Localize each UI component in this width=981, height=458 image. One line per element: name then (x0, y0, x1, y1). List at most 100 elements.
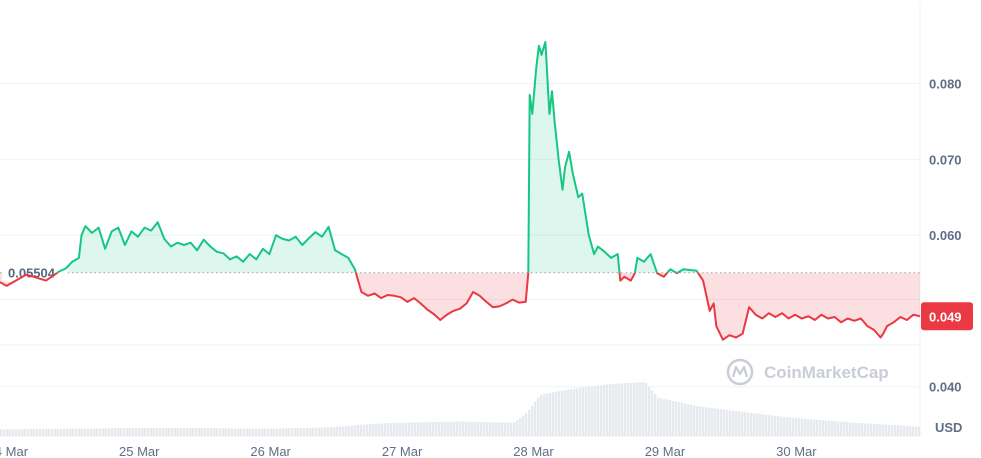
volume-bar (768, 415, 771, 436)
volume-bar (39, 429, 42, 436)
volume-bar (519, 417, 522, 436)
volume-bar (648, 386, 651, 436)
volume-bar (303, 427, 306, 436)
volume-bar (486, 422, 489, 436)
volume-bar (261, 428, 264, 436)
volume-bar (669, 400, 672, 436)
volume-bar (549, 393, 552, 436)
volume-bar (918, 426, 921, 436)
volume-bar (159, 428, 162, 436)
volume-bar (573, 388, 576, 436)
volume-bar (3, 429, 6, 436)
volume-bar (357, 425, 360, 436)
volume-bar (693, 405, 696, 436)
volume-bar (531, 405, 534, 436)
volume-bar (591, 386, 594, 436)
volume-bar (255, 428, 258, 436)
volume-bar (21, 429, 24, 436)
volume-bar (690, 404, 693, 436)
volume-bar (450, 421, 453, 436)
volume-bar (153, 428, 156, 436)
watermark-text: CoinMarketCap (764, 363, 889, 382)
volume-bar (195, 428, 198, 436)
volume-bar (186, 428, 189, 436)
volume-bar (468, 421, 471, 436)
volume-bar (885, 424, 888, 436)
x-axis: 24 Mar 25 Mar 26 Mar 27 Mar 28 Mar 29 Mar 30 M… (0, 444, 817, 458)
volume-bar (675, 401, 678, 436)
volume-bar (615, 383, 618, 436)
volume-bar (462, 421, 465, 436)
volume-bar (501, 422, 504, 436)
volume-bar (639, 382, 642, 436)
volume-bar (111, 428, 114, 436)
y-tick-label: 0.070 (929, 152, 962, 167)
volume-bar (798, 418, 801, 436)
volume-bar (621, 383, 624, 436)
volume-bar (663, 398, 666, 436)
volume-bar (903, 425, 906, 436)
volume-bar (321, 427, 324, 436)
volume-bar (585, 387, 588, 436)
volume-bar (252, 428, 255, 436)
volume-bar (879, 424, 882, 436)
volume-bar (876, 424, 879, 436)
volume-bar (336, 426, 339, 436)
volume-bar (900, 425, 903, 436)
volume-bar (456, 421, 459, 436)
volume-bar (513, 422, 516, 436)
volume-bar (339, 426, 342, 436)
volume-bar (204, 428, 207, 436)
volume-bar (846, 422, 849, 436)
volume-bar (240, 428, 243, 436)
volume-bar (141, 428, 144, 436)
x-tick-label: 27 Mar (382, 444, 423, 458)
volume-bar (288, 428, 291, 436)
volume-bar (654, 393, 657, 436)
volume-bar (699, 406, 702, 436)
volume-bar (225, 428, 228, 436)
volume-bar (444, 421, 447, 436)
volume-bar (831, 420, 834, 436)
volume-bar (564, 390, 567, 436)
volume-bar (198, 428, 201, 436)
volume-bar (618, 383, 621, 436)
volume-bar (756, 413, 759, 436)
volume-bar (201, 428, 204, 436)
volume-bar (81, 428, 84, 436)
volume-bar (378, 423, 381, 436)
volume-bar (600, 385, 603, 436)
volume-bar (390, 423, 393, 436)
volume-bar (603, 384, 606, 436)
volume-bar (738, 411, 741, 436)
y-tick-label: 0.080 (929, 77, 962, 92)
volume-bar (525, 413, 528, 436)
volume-bar (300, 427, 303, 436)
volume-bar (609, 384, 612, 436)
volume-bar (435, 421, 438, 436)
volume-bar (258, 428, 261, 436)
volume-bar (498, 422, 501, 436)
volume-bar (765, 414, 768, 436)
volume-bar (330, 427, 333, 436)
current-price-badge: 0.049 (921, 302, 973, 331)
volume-bar (12, 429, 15, 436)
volume-bar (633, 382, 636, 436)
current-price-text: 0.049 (929, 309, 962, 324)
volume-bar (837, 421, 840, 436)
volume-bar (426, 422, 429, 436)
volume-bar (0, 429, 3, 436)
volume-bar (150, 428, 153, 436)
volume-bar (696, 406, 699, 436)
volume-bar (801, 418, 804, 436)
y-tick-label: 0.040 (929, 380, 962, 395)
volume-bar (243, 428, 246, 436)
volume-bar (279, 428, 282, 436)
volume-bar (657, 397, 660, 436)
volume-bar (42, 428, 45, 436)
volume-bar (645, 383, 648, 436)
volume-bar (915, 426, 918, 436)
volume-bar (762, 414, 765, 436)
volume-bar (630, 382, 633, 436)
